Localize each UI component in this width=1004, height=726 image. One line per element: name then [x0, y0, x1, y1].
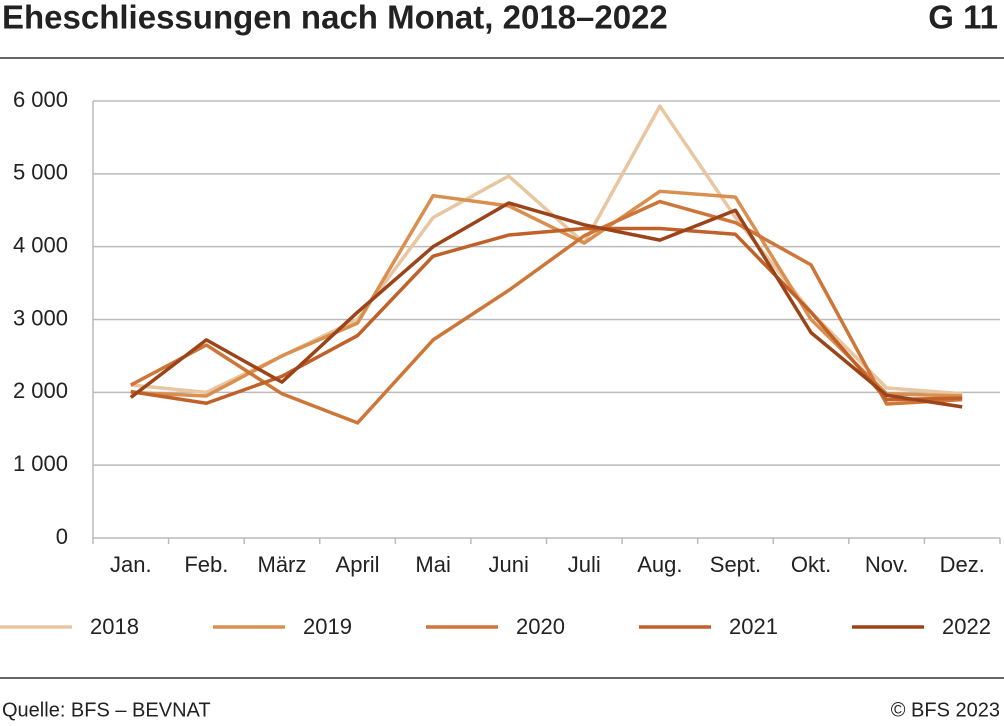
legend-label: 2020 [516, 614, 565, 639]
legend-label: 2018 [90, 614, 139, 639]
y-tick-label: 6 000 [13, 87, 68, 112]
x-tick-label: März [258, 552, 307, 577]
line [129, 199, 963, 425]
y-tick-label: 1 000 [13, 451, 68, 476]
legend-label: 2021 [729, 614, 778, 639]
legend-label: 2022 [942, 614, 991, 639]
x-tick-label: Okt. [791, 552, 831, 577]
x-tick-label: Jan. [110, 552, 152, 577]
x-tick-label: Dez. [940, 552, 985, 577]
chart-title: Eheschliessungen nach Monat, 2018–2022 [2, 0, 668, 36]
x-tick-label: Feb. [184, 552, 228, 577]
x-tick-label: Juni [489, 552, 529, 577]
y-tick-label: 5 000 [13, 160, 68, 185]
x-tick-label: Mai [415, 552, 450, 577]
x-tick-label: Sept. [710, 552, 761, 577]
y-tick-label: 3 000 [13, 305, 68, 330]
y-tick-label: 2 000 [13, 378, 68, 403]
copyright: © BFS 2023 [891, 699, 1000, 721]
x-tick-label: April [336, 552, 380, 577]
x-tick-label: Nov. [865, 552, 909, 577]
x-tick-label: Juli [568, 552, 601, 577]
legend-label: 2019 [303, 614, 352, 639]
x-tick-label: Aug. [637, 552, 682, 577]
line [130, 104, 963, 396]
source: Quelle: BFS – BEVNAT [2, 699, 211, 721]
figure-number: G 11 [928, 0, 998, 36]
line [129, 201, 963, 409]
y-tick-label: 0 [56, 524, 68, 549]
line [130, 189, 963, 398]
line [130, 226, 963, 406]
y-tick-label: 4 000 [13, 232, 68, 257]
